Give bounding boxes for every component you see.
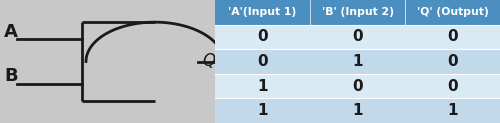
Text: 0: 0 bbox=[352, 79, 363, 94]
Text: 'Q' (Output): 'Q' (Output) bbox=[416, 7, 488, 17]
Bar bbox=[215, 74, 500, 98]
Bar bbox=[215, 25, 500, 49]
Text: 0: 0 bbox=[257, 29, 268, 44]
Text: 1: 1 bbox=[352, 103, 363, 118]
Text: B: B bbox=[4, 67, 18, 85]
Text: 0: 0 bbox=[447, 29, 458, 44]
Text: 0: 0 bbox=[257, 54, 268, 69]
Text: 1: 1 bbox=[352, 54, 363, 69]
Text: 0: 0 bbox=[352, 29, 363, 44]
Bar bbox=[215, 98, 500, 123]
Bar bbox=[215, 0, 500, 25]
Text: A: A bbox=[4, 23, 18, 41]
Text: 'B' (Input 2): 'B' (Input 2) bbox=[322, 7, 394, 17]
Text: 1: 1 bbox=[257, 79, 268, 94]
Text: 1: 1 bbox=[257, 103, 268, 118]
Bar bbox=[215, 49, 500, 74]
Text: 0: 0 bbox=[447, 79, 458, 94]
Text: 'A'(Input 1): 'A'(Input 1) bbox=[228, 7, 296, 17]
Text: 1: 1 bbox=[448, 103, 458, 118]
Text: 0: 0 bbox=[447, 54, 458, 69]
Text: Q: Q bbox=[202, 53, 215, 70]
